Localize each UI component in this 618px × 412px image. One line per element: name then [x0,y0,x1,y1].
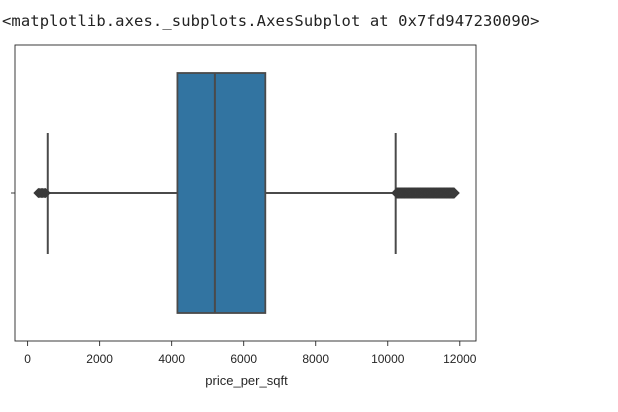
x-tick-label: 2000 [86,352,113,366]
output-repr-text: <matplotlib.axes._subplots.AxesSubplot a… [2,12,540,30]
box-iqr [176,72,267,314]
outlier-point [448,187,460,199]
outlier-point [40,187,51,199]
x-tick-label: 10000 [371,352,405,366]
x-tick-label: 12000 [443,352,477,366]
x-axis-label: price_per_sqft [205,373,288,388]
x-tick-label: 4000 [158,352,185,366]
x-tick-label: 0 [24,352,31,366]
x-tick-label: 8000 [302,352,329,366]
x-tick-label: 6000 [230,352,257,366]
